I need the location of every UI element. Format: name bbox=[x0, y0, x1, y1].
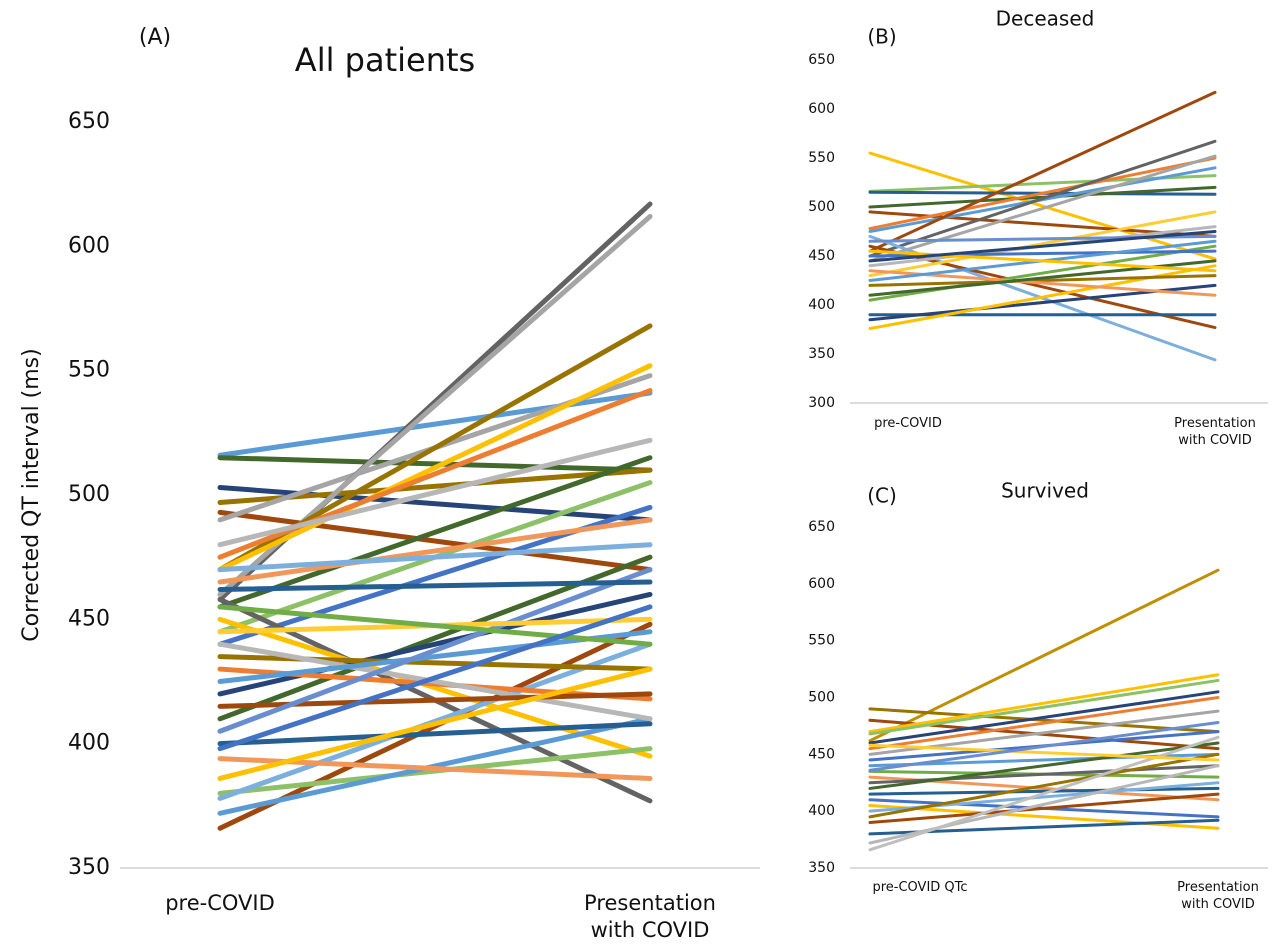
y-tick-label: 350 bbox=[808, 860, 835, 876]
series-line bbox=[217, 567, 653, 734]
y-tick-label: 400 bbox=[808, 297, 835, 313]
series-line bbox=[217, 604, 653, 647]
y-tick-label: 400 bbox=[808, 803, 835, 819]
y-tick-label: 600 bbox=[808, 576, 835, 592]
y-tick-label: 600 bbox=[68, 233, 110, 258]
series-line bbox=[868, 707, 1220, 734]
series-line bbox=[217, 485, 653, 523]
y-axis-title: Corrected QT interval (ms) bbox=[19, 348, 44, 641]
y-tick-label: 500 bbox=[808, 199, 835, 215]
series-line bbox=[868, 244, 1217, 302]
series-line bbox=[868, 151, 1217, 261]
x-tick-label: Presentation with COVID bbox=[584, 891, 716, 943]
series-line bbox=[868, 743, 1220, 762]
series-line bbox=[868, 139, 1217, 258]
x-tick-label: pre-COVID QTc bbox=[872, 880, 968, 895]
series-line bbox=[868, 274, 1217, 287]
series-line bbox=[868, 696, 1220, 751]
series-line bbox=[217, 455, 653, 473]
chart-title: All patients bbox=[295, 41, 475, 79]
series-line bbox=[868, 752, 1220, 819]
series-line bbox=[217, 517, 653, 585]
series-line bbox=[217, 604, 653, 752]
series-line bbox=[868, 568, 1220, 743]
series-line bbox=[868, 786, 1220, 796]
y-tick-label: 650 bbox=[808, 52, 835, 68]
series-line bbox=[217, 579, 653, 592]
series-line bbox=[868, 210, 1217, 278]
y-tick-label: 350 bbox=[808, 346, 835, 362]
y-tick-label: 400 bbox=[68, 731, 110, 756]
x-tick-label: Presentation with COVID bbox=[1177, 880, 1259, 912]
series-line bbox=[868, 156, 1217, 231]
chart-title: Deceased bbox=[996, 7, 1095, 31]
y-tick-label: 300 bbox=[808, 395, 835, 411]
series-line bbox=[217, 591, 653, 697]
x-tick-label: Presentation with COVID bbox=[1174, 416, 1256, 448]
series-line bbox=[217, 641, 653, 722]
series-line bbox=[868, 673, 1220, 734]
series-line bbox=[217, 363, 653, 573]
series-line bbox=[217, 390, 653, 458]
series-line bbox=[868, 735, 1220, 852]
series-line bbox=[868, 90, 1217, 253]
series-line bbox=[217, 455, 653, 610]
y-tick-label: 500 bbox=[808, 690, 835, 706]
series-line bbox=[217, 542, 653, 573]
panel-label: (C) bbox=[867, 484, 897, 508]
series-line bbox=[868, 678, 1220, 736]
series-line bbox=[217, 666, 653, 781]
series-line bbox=[868, 154, 1217, 263]
y-tick-label: 450 bbox=[808, 746, 835, 762]
series-line bbox=[217, 721, 653, 747]
y-tick-label: 550 bbox=[808, 150, 835, 166]
y-tick-label: 450 bbox=[808, 248, 835, 264]
series-line bbox=[868, 249, 1217, 273]
panel-label: (B) bbox=[867, 25, 896, 49]
series-line bbox=[868, 721, 1220, 772]
panel-label: (A) bbox=[139, 25, 171, 50]
series-line bbox=[868, 803, 1220, 830]
series-line bbox=[868, 741, 1220, 790]
series-line bbox=[868, 792, 1220, 825]
x-tick-label: pre-COVID bbox=[165, 891, 275, 915]
y-tick-label: 350 bbox=[68, 855, 110, 880]
y-tick-label: 650 bbox=[68, 109, 110, 134]
y-tick-label: 500 bbox=[68, 482, 110, 507]
chart-title: Survived bbox=[1001, 479, 1089, 503]
series-line bbox=[217, 437, 653, 548]
y-tick-label: 550 bbox=[68, 358, 110, 383]
x-tick-label: pre-COVID bbox=[874, 416, 942, 431]
y-tick-label: 600 bbox=[808, 101, 835, 117]
y-tick-label: 450 bbox=[68, 606, 110, 631]
y-tick-label: 550 bbox=[808, 633, 835, 649]
series-line bbox=[868, 230, 1217, 263]
series-line bbox=[868, 690, 1220, 745]
series-line bbox=[217, 509, 653, 573]
y-tick-label: 650 bbox=[808, 519, 835, 535]
